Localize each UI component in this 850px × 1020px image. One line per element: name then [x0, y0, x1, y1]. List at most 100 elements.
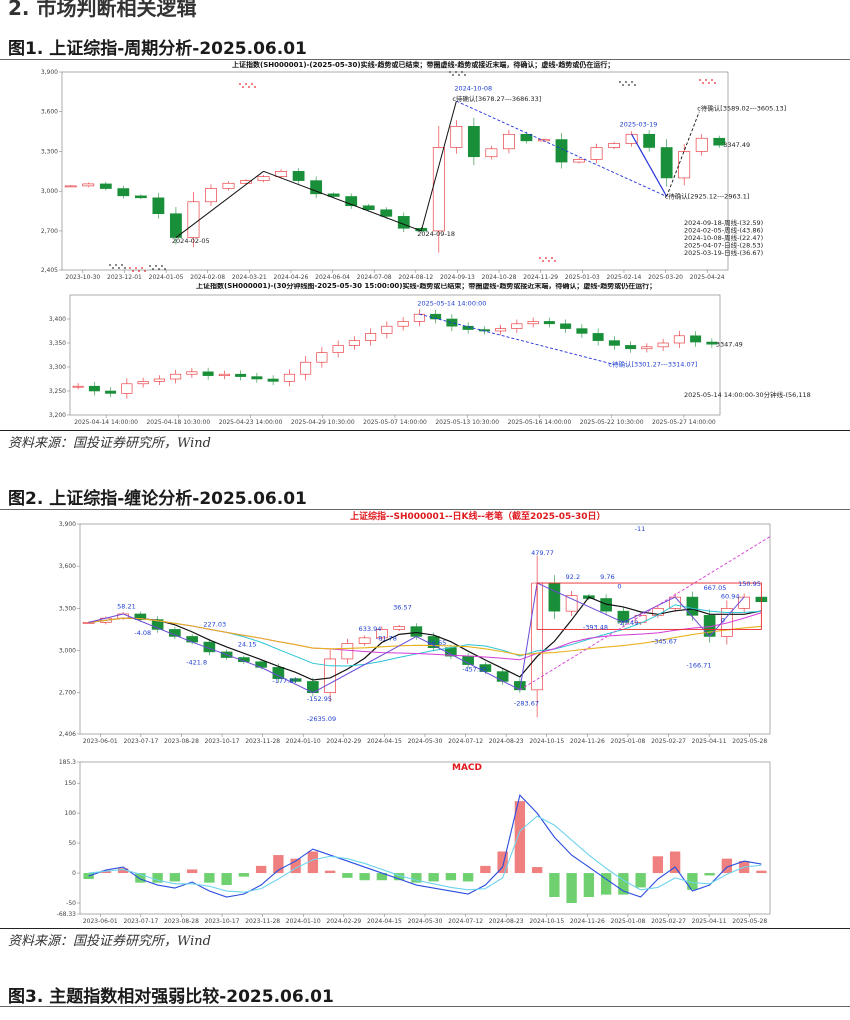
fig1-daily-ytick-label: 3,900 — [41, 69, 58, 76]
fig2-kline-candle — [393, 626, 405, 630]
fig1-signal-dot — [164, 268, 166, 270]
fig1-30min-candle — [706, 341, 718, 345]
fig1-annotation: c待确认[3589.02---3605.13] — [697, 103, 786, 112]
fig2-macd-ytick-label: -50 — [66, 900, 76, 907]
fig1-30min-candle — [527, 321, 539, 325]
fig2-bi-line — [519, 582, 538, 690]
fig2-kline-ytick-label: 2,406 — [59, 731, 76, 738]
fig1-30min-xtick-label: 2025-05-22 10:30:00 — [580, 419, 644, 426]
fig1-daily-xtick-label: 2024-07-08 — [357, 274, 392, 281]
fig1-daily-xtick-label: 2024-11-29 — [523, 274, 558, 281]
fig2-macd-xtick-label: 2023-07-17 — [123, 918, 158, 925]
fig1-signal-dot — [118, 267, 120, 269]
fig2-annotation: 92.2 — [566, 573, 580, 581]
fig1-30min-candle — [348, 340, 360, 346]
fig1-signal-dot — [634, 84, 636, 86]
fig1-signal-dot — [158, 268, 160, 270]
fig2-moving-average-line — [88, 604, 762, 667]
fig1-30min-candle — [300, 361, 312, 375]
fig2-bi-line — [312, 636, 417, 694]
fig1-daily-candle — [362, 205, 375, 211]
figure-1-bottom-rule — [0, 430, 850, 431]
fig1-30min-candle — [283, 373, 295, 382]
fig2-bi-line — [88, 613, 124, 623]
fig2-macd-xtick-label: 2024-05-30 — [408, 918, 443, 925]
fig1-daily-ytick-label: 3,300 — [41, 148, 58, 155]
fig1-signal-dot — [144, 270, 146, 272]
fig1-30min-candle — [576, 328, 588, 334]
fig2-macd-xtick-label: 2024-07-12 — [448, 918, 483, 925]
fig1-daily-candle — [152, 197, 165, 215]
fig1-daily-xtick-label: 2025-01-03 — [565, 274, 600, 281]
fig2-macd-ytick-label: 100 — [65, 810, 77, 817]
fig1-daily-xtick-label: 2025-02-14 — [607, 274, 642, 281]
fig2-kline-chart: 上证综指--SH000001--日K线--老笔（截至2025-05-30日） 2,… — [59, 510, 771, 745]
fig1-daily-candle — [257, 176, 270, 181]
fig1-daily-candle — [450, 126, 463, 148]
fig1-signal-dot — [622, 84, 624, 86]
fig2-macd-xtick-label: 2024-04-15 — [367, 918, 402, 925]
fig1-daily-legend-line: 2024-09-18-周线-(32.59) — [684, 218, 763, 227]
fig2-macd-xtick-label: 2025-05-28 — [732, 918, 767, 925]
fig2-annotation: 0 — [617, 583, 621, 591]
fig1-daily-candle — [503, 133, 515, 150]
fig1-signal-dot — [129, 267, 131, 269]
fig2-kline-candle — [238, 657, 250, 663]
fig2-annotation: -393.48 — [583, 623, 608, 631]
fig1-signal-dot — [625, 81, 627, 83]
fig1-30min-xtick-label: 2025-04-14 14:00:00 — [74, 419, 138, 426]
fig1-daily-candle — [187, 201, 200, 238]
fig2-macd-xtick-label: 2024-02-29 — [326, 918, 361, 925]
fig2-kline-candle — [341, 643, 354, 660]
fig1-30min-candle — [413, 313, 425, 322]
fig1-30min-candle — [543, 321, 555, 325]
fig2-macd-hist-bar — [342, 873, 353, 878]
fig1-signal-dot — [254, 86, 256, 88]
fig1-signal-dot — [631, 81, 633, 83]
fig1-trend-line-dashed — [666, 111, 700, 197]
fig1-daily-xtick-label: 2023-12-01 — [107, 274, 142, 281]
fig1-signal-dot — [554, 260, 556, 262]
fig2-macd-dea-line — [88, 815, 762, 893]
plot-frame — [69, 294, 721, 416]
fig2-annotation: 36.57 — [393, 604, 412, 612]
fig1-signal-dot — [135, 267, 137, 269]
fig2-annotation: 667.05 — [704, 584, 727, 592]
figure-3-title: 图3. 主题指数相对强弱比较-2025.06.01 — [8, 987, 334, 1007]
fig1-daily-candle — [678, 151, 691, 179]
fig2-macd-hist-bar — [186, 869, 198, 874]
fig1-signal-dot — [461, 71, 463, 73]
fig2-macd-chart: MACD -68.33 -50 0 50 100 150 185.3 2023-06-01 202… — [57, 759, 771, 925]
fig2-macd-hist-bar — [549, 873, 560, 898]
fig1-daily-candle — [310, 180, 323, 195]
fig2-kline-candle — [548, 582, 561, 612]
fig2-annotation: 633.94 — [359, 625, 382, 633]
fig2-kline-candle — [376, 629, 388, 639]
fig2-kline-ytick-label: 2,700 — [59, 690, 76, 697]
fig2-annotation: -283.67 — [514, 699, 539, 707]
fig2-macd-xtick-label: 2025-01-08 — [611, 918, 646, 925]
fig1-annotation: c待确认[2925.12---2963.1] — [665, 191, 750, 200]
fig1-30min-candle — [657, 342, 669, 348]
fig2-kline-candle — [203, 641, 216, 653]
fig2-kline-xtick-label: 2023-07-17 — [123, 738, 158, 745]
fig1-daily-candle — [205, 188, 217, 203]
figure-2-bottom-rule — [0, 928, 850, 929]
fig2-kline-candle — [255, 661, 267, 668]
fig1-daily-ytick-label: 2,405 — [41, 267, 58, 274]
figure-2-top-rule — [0, 509, 850, 510]
fig1-30min-candle — [446, 318, 458, 327]
figure-1-top-rule — [0, 59, 850, 60]
fig2-kline-ytick-label: 3,300 — [59, 605, 76, 612]
fig1-30min-candle — [560, 323, 572, 329]
fig1-daily-ytick-label: 3,600 — [41, 109, 58, 116]
fig2-macd-xtick-label: 2025-02-27 — [651, 918, 686, 925]
fig2-macd-hist-bar — [531, 867, 543, 874]
fig1-daily-chart: 上证指数(SH000001)-(2025-05-30)实线-趋势或已结束；带圈虚… — [41, 60, 786, 281]
fig1-signal-dot — [245, 83, 247, 85]
fig1-30min-xtick-label: 2025-04-23 14:00:00 — [219, 419, 283, 426]
fig2-macd-hist-bar — [687, 873, 698, 890]
fig2-annotation: 58.21 — [117, 602, 136, 610]
fig1-30min-chart: 上证指数(SH000001)-(30分钟线图-2025-05-30 15:00:… — [49, 283, 811, 426]
fig2-macd-hist-bar — [135, 873, 146, 883]
